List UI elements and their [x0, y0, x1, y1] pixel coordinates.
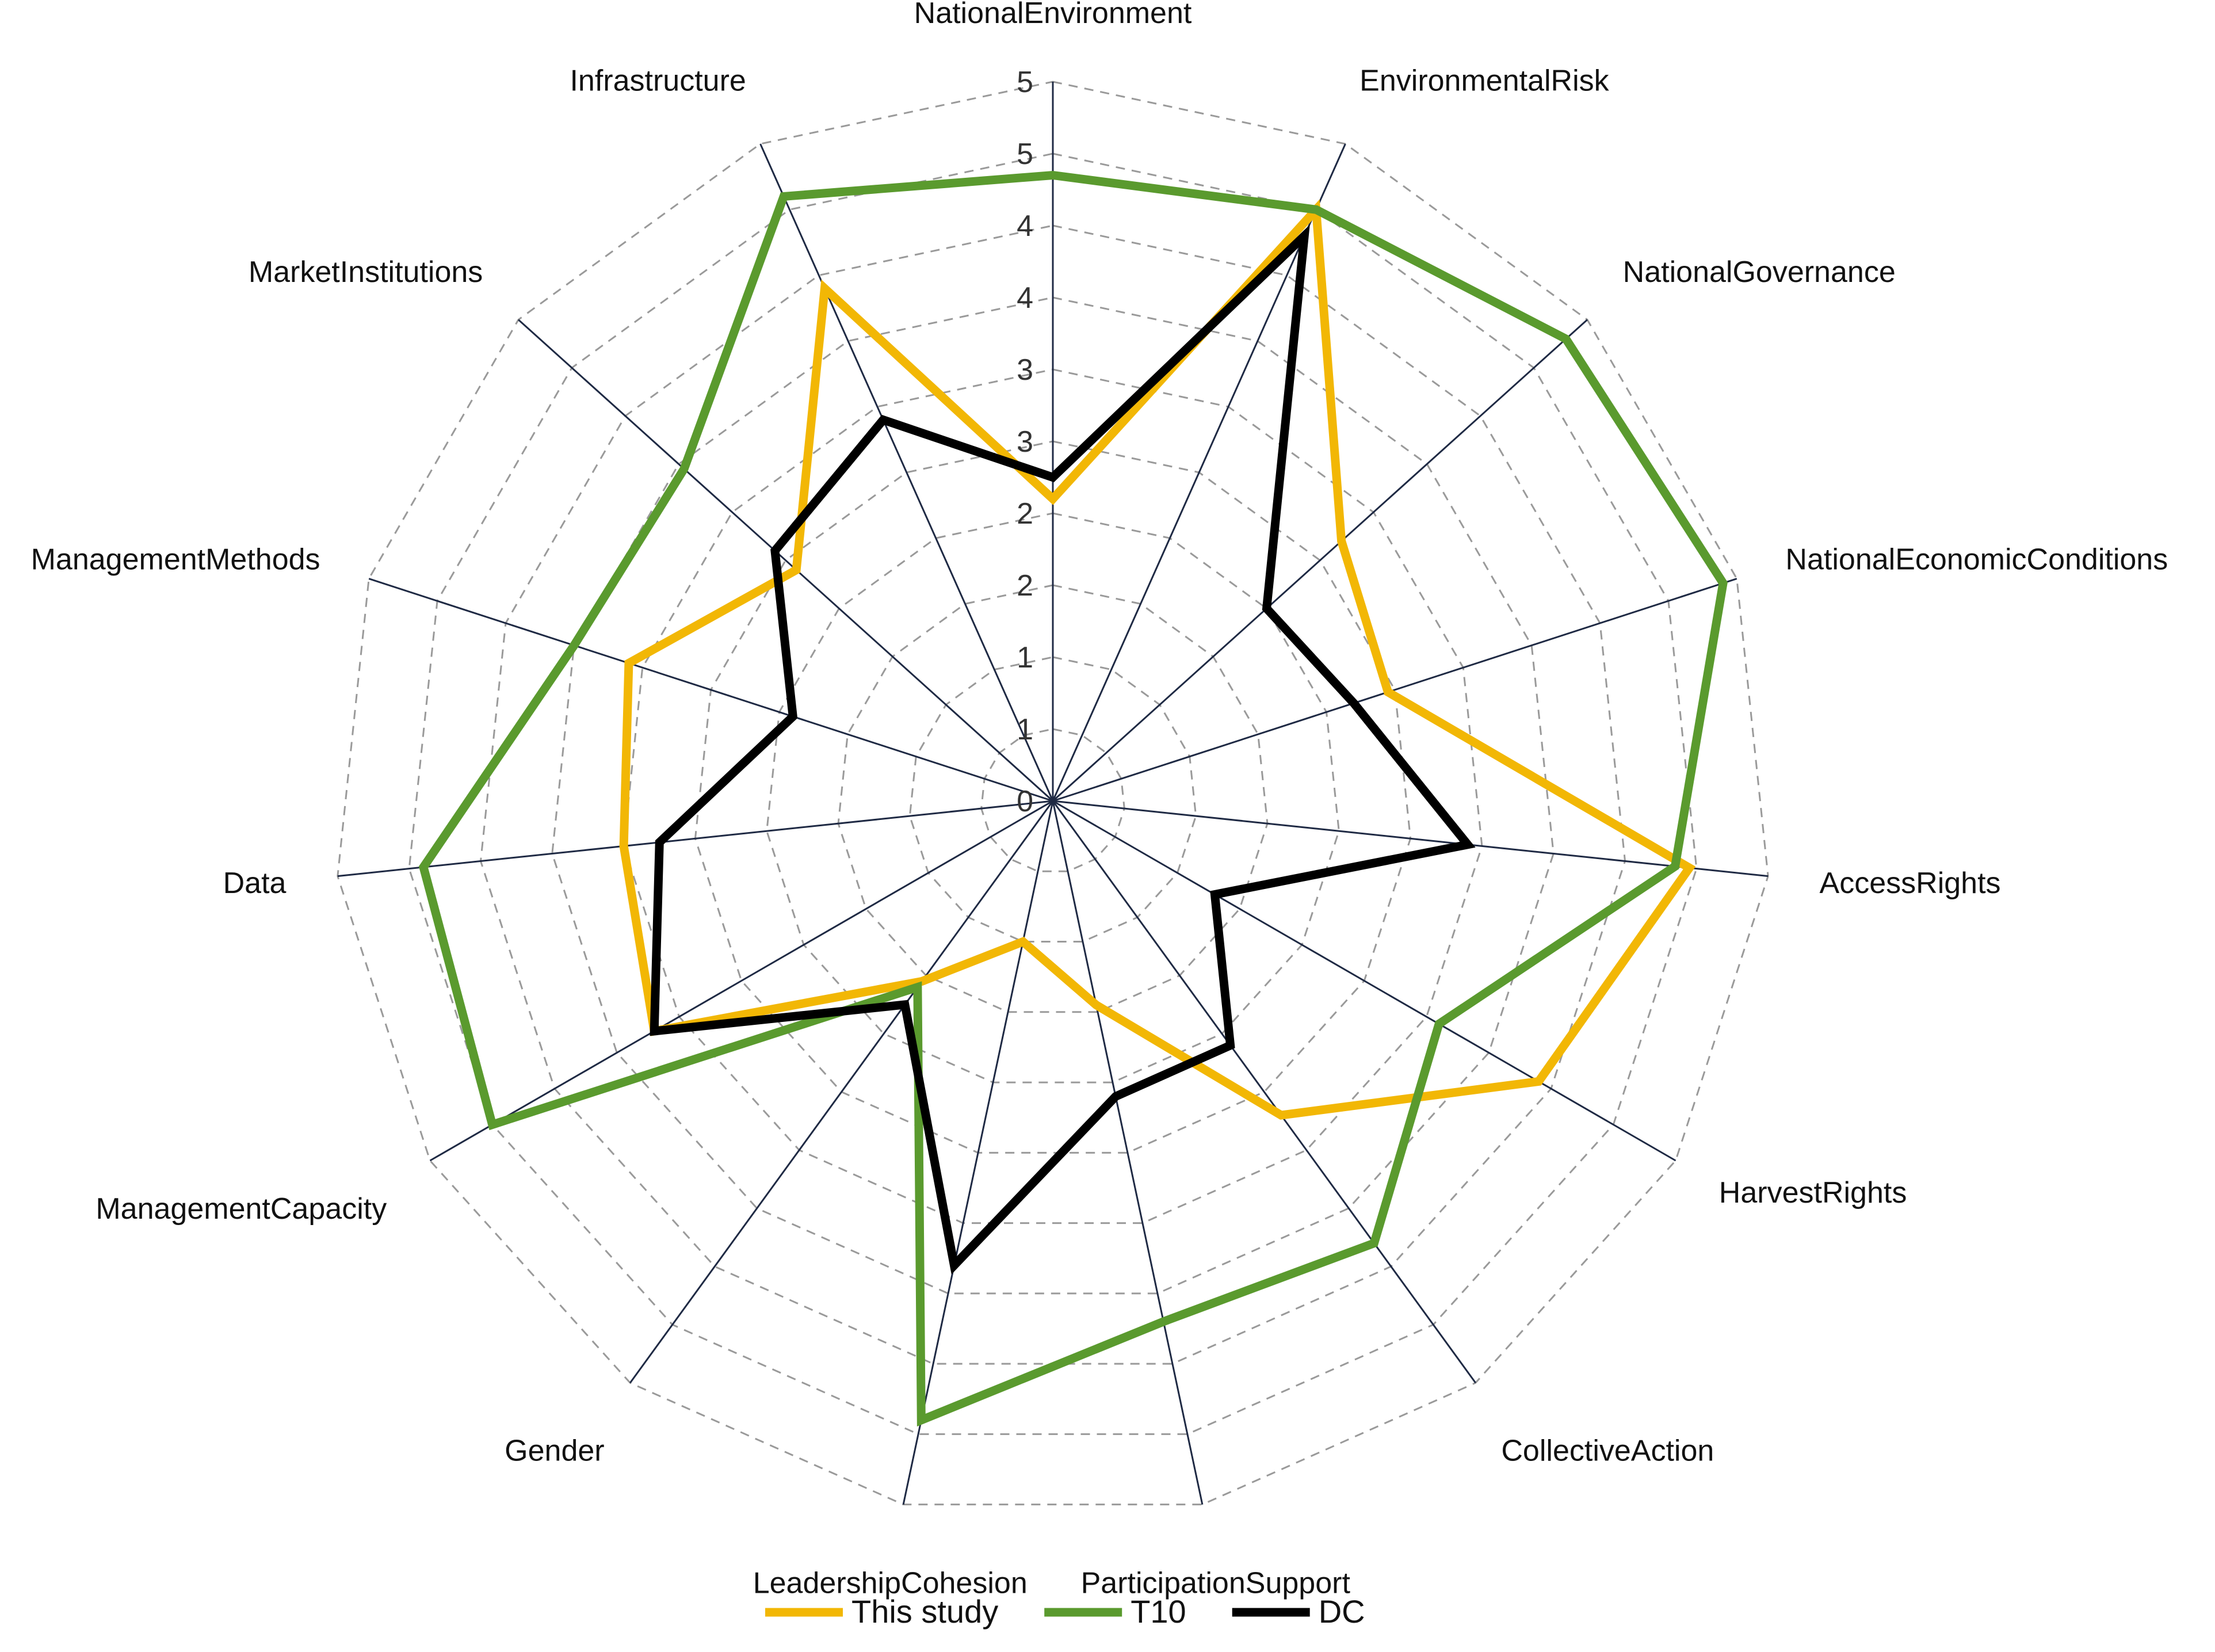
series-line-dc [650, 224, 1476, 1275]
grid-ring [694, 440, 1412, 1154]
legend-item-this-study: This study [765, 1593, 998, 1630]
axis-label: ParticipationSupport [1081, 1566, 1351, 1600]
grid-ring [623, 368, 1483, 1224]
axis-label: ManagementCapacity [96, 1192, 387, 1226]
tick-label: 5 [1017, 66, 1033, 99]
legend-label: This study [851, 1593, 998, 1630]
tick-label: 3 [1017, 425, 1033, 459]
axis-label: LeadershipCohesion [753, 1566, 1028, 1600]
axis-spoke [1052, 800, 1476, 1384]
axis-label: NationalEnvironment [914, 0, 1192, 30]
tick-label: 0 [1017, 785, 1033, 818]
axis-layer [337, 82, 1769, 1505]
axis-label-layer: NationalEnvironment EnvironmentalRisk Nati… [31, 0, 2168, 1600]
legend: This study T10 DC [765, 1593, 1365, 1630]
axis-label: Data [223, 867, 287, 900]
axis-spoke [368, 578, 1053, 802]
tick-label: 1 [1017, 713, 1033, 746]
axis-label: ManagementMethods [31, 543, 320, 577]
axis-spoke [759, 143, 1054, 802]
axis-spoke [518, 319, 1054, 802]
axis-label: Infrastructure [570, 64, 746, 98]
tick-label: 1 [1017, 641, 1033, 674]
tick-label: 3 [1017, 353, 1033, 387]
series-line-this-study [619, 199, 1696, 1120]
tick-label: 4 [1017, 209, 1033, 243]
axis-spoke [1052, 800, 1769, 877]
legend-item-dc: DC [1232, 1593, 1365, 1630]
axis-label: Gender [505, 1434, 604, 1467]
axis-spoke [1052, 800, 1204, 1505]
axis-label: HarvestRights [1719, 1176, 1907, 1210]
series-line-t10 [418, 170, 1728, 1427]
grid-ring [980, 728, 1125, 872]
tick-label: 4 [1017, 281, 1033, 315]
axis-label: NationalGovernance [1623, 255, 1896, 289]
tick-label: 5 [1017, 138, 1033, 171]
axis-spoke [337, 800, 1053, 877]
grid-ring [408, 152, 1698, 1435]
axis-label: EnvironmentalRisk [1359, 64, 1609, 98]
series-layer [418, 170, 1728, 1427]
axis-label: AccessRights [1820, 867, 2001, 900]
tick-label: 2 [1017, 569, 1033, 602]
axis-label: NationalEconomicConditions [1785, 543, 2168, 577]
axis-spoke [1052, 578, 1737, 802]
tick-label: 2 [1017, 497, 1033, 531]
legend-item-t10: T10 [1044, 1593, 1186, 1630]
legend-label: DC [1319, 1593, 1365, 1630]
axis-spoke [1052, 800, 1676, 1162]
axis-spoke [1052, 143, 1346, 802]
legend-label: T10 [1131, 1593, 1186, 1630]
axis-spoke [429, 800, 1053, 1162]
tick-label-layer: 0 1 1 2 2 3 3 4 4 5 5 [1017, 66, 1033, 818]
grid-ring [766, 512, 1340, 1083]
axis-label: CollectiveAction [1501, 1434, 1714, 1467]
axis-spoke [629, 800, 1054, 1384]
grid-ring [908, 656, 1197, 943]
axis-spoke [902, 800, 1054, 1505]
grid-ring [337, 81, 1769, 1506]
axis-spoke [1052, 319, 1588, 802]
axis-label: MarketInstitutions [249, 255, 483, 289]
